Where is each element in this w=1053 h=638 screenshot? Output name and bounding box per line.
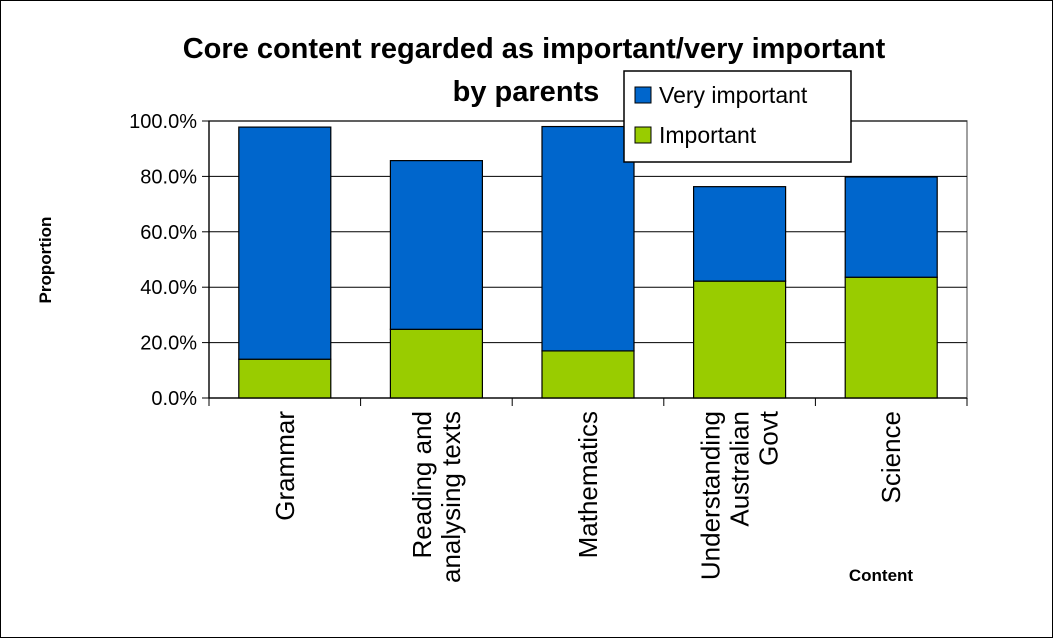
legend-label: Important (659, 122, 757, 148)
x-category-label: Mathematics (573, 411, 603, 558)
x-category-label: analysing texts (436, 411, 466, 583)
chart-title: Core content regarded as important/very … (183, 33, 886, 108)
axes (202, 120, 968, 406)
y-tick-label: 100.0% (129, 111, 197, 133)
x-category-label: Grammar (270, 411, 300, 521)
y-tick-label: 0.0% (151, 388, 197, 410)
x-category-label: Science (876, 411, 906, 504)
y-axis-label: Proportion (36, 217, 55, 304)
bar-important (692, 280, 787, 399)
y-tick-label: 20.0% (140, 333, 197, 355)
legend: Very important Important (623, 70, 852, 163)
y-tick-label: 40.0% (140, 277, 197, 299)
x-category-label: Reading and (407, 411, 437, 558)
y-tick-labels: 0.0% 20.0% 40.0% 60.0% 80.0% 100.0% (129, 111, 197, 410)
bar-very-important (692, 186, 787, 282)
bar-very-important (238, 126, 332, 360)
chart-title-line-1: Core content regarded as important/very … (183, 33, 886, 65)
bar-very-important (541, 125, 635, 352)
y-tick-label: 60.0% (140, 222, 197, 244)
bars (238, 125, 938, 399)
bar-important (844, 276, 938, 399)
bar-important (389, 328, 483, 399)
bar-very-important (389, 160, 483, 330)
y-tick-label: 80.0% (140, 166, 197, 188)
x-category-label: Govt (754, 410, 784, 466)
x-axis-label: Content (849, 566, 914, 585)
bar-important (541, 350, 635, 399)
chart-title-line-2: by parents (453, 76, 600, 108)
legend-swatch (634, 86, 652, 104)
legend-swatch (634, 126, 652, 144)
x-category-labels: Grammar Reading and analysing texts Mathema… (270, 410, 906, 583)
bar-very-important (844, 176, 938, 278)
legend-label: Very important (659, 82, 808, 108)
x-category-label: Understanding (696, 411, 726, 580)
bar-important (238, 358, 332, 399)
legend-box (623, 70, 852, 163)
x-category-label: Australian (725, 411, 755, 527)
